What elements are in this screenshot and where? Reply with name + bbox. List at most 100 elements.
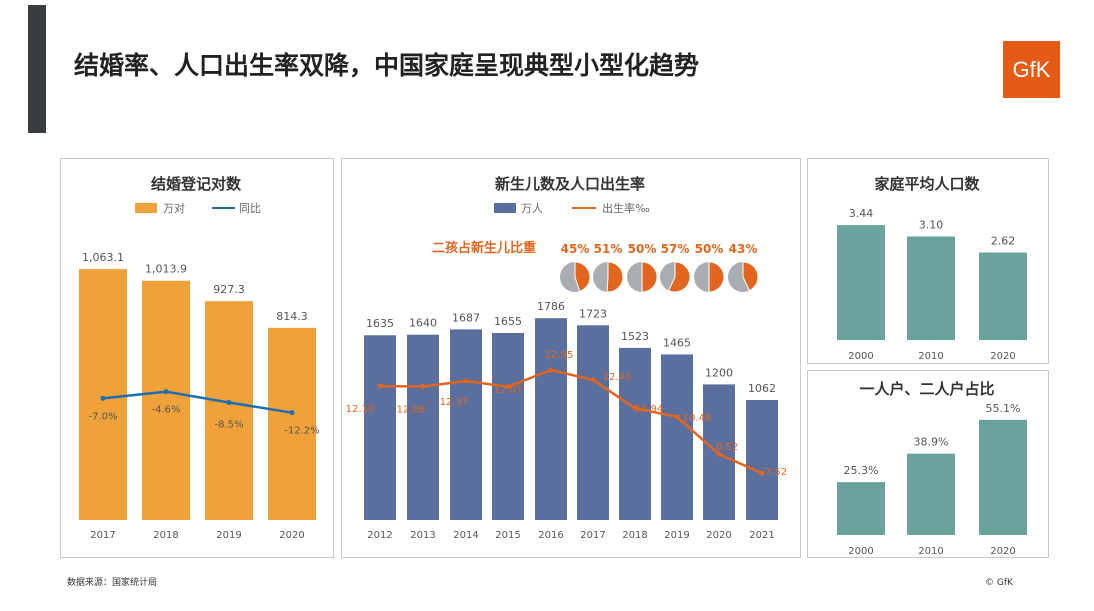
panel-marriage — [60, 158, 334, 558]
bar — [364, 335, 396, 520]
pie-slice — [667, 261, 691, 293]
birth-rate-label: 12.07 — [494, 385, 523, 396]
legend-swatch-bar — [135, 203, 157, 213]
bar — [661, 354, 693, 520]
panel-household-size — [807, 158, 1049, 364]
x-tick-label: 2020 — [706, 530, 731, 541]
birth-rate-point — [759, 470, 765, 476]
bar-value-label: 1,063.1 — [82, 251, 124, 264]
bar — [492, 332, 524, 520]
bar — [79, 269, 127, 520]
bar-value-label: 814.3 — [276, 310, 308, 323]
page-title: 结婚率、人口出生率双降，中国家庭呈现典型小型化趋势 — [74, 51, 700, 80]
birth-rate-label: 12.10 — [346, 404, 375, 415]
bar-value-label: 1200 — [705, 366, 733, 379]
x-tick-label: 2020 — [990, 546, 1015, 557]
x-tick-label: 2020 — [990, 351, 1015, 362]
accent-bar — [28, 5, 46, 133]
bar — [746, 399, 778, 520]
x-tick-label: 2018 — [153, 530, 178, 541]
birth-rate-label: 8.52 — [716, 442, 738, 453]
x-tick-label: 2013 — [410, 530, 435, 541]
legend-label: 万人 — [521, 202, 543, 215]
yoy-point — [289, 410, 295, 416]
birth-rate-label: 12.37 — [440, 397, 469, 408]
x-tick-label: 2019 — [216, 530, 241, 541]
yoy-label: -4.6% — [151, 405, 180, 416]
birth-rate-label: 7.52 — [765, 467, 787, 478]
bar-value-label: 1635 — [366, 317, 394, 330]
yoy-point — [226, 399, 232, 405]
birth-rate-label: 12.08 — [397, 405, 426, 416]
x-tick-label: 2017 — [90, 530, 115, 541]
bar — [619, 347, 651, 520]
bar-value-label: 1687 — [452, 311, 480, 324]
x-tick-label: 2000 — [848, 546, 873, 557]
birth-rate-label: 12.95 — [545, 350, 574, 361]
bar-value-label: 1786 — [537, 300, 565, 313]
x-tick-label: 2015 — [495, 530, 520, 541]
bar — [979, 419, 1027, 535]
bar-value-label: 1062 — [748, 382, 776, 395]
yoy-point — [163, 389, 169, 395]
x-tick-label: 2010 — [918, 351, 943, 362]
source-note: 数据来源：国家统计局 — [67, 578, 158, 588]
chart-title: 家庭平均人口数 — [874, 175, 980, 193]
birth-rate-point — [632, 405, 638, 411]
inset-title: 二孩占新生儿比重 — [432, 240, 536, 256]
legend-label: 出生率‰ — [602, 201, 650, 215]
bar-value-label: 3.44 — [849, 207, 874, 220]
bar-value-label: 1523 — [621, 330, 649, 343]
bar-value-label: 1723 — [579, 307, 607, 320]
chart-title: 一人户、二人户占比 — [859, 380, 994, 398]
bar — [907, 236, 955, 340]
bar-value-label: 38.9% — [914, 436, 949, 449]
share-label: 50% — [695, 242, 724, 256]
yoy-label: -8.5% — [214, 419, 243, 430]
x-tick-label: 2020 — [279, 530, 304, 541]
birth-rate-label: 12.43 — [603, 372, 632, 383]
yoy-point — [100, 395, 106, 401]
birth-rate-point — [716, 451, 722, 457]
bar-value-label: 927.3 — [213, 283, 245, 296]
bar — [142, 280, 190, 520]
bar — [907, 453, 955, 535]
pie-slice — [606, 261, 624, 293]
x-tick-label: 2021 — [749, 530, 774, 541]
chart-title: 结婚登记对数 — [151, 175, 242, 193]
panel-births — [341, 158, 801, 558]
x-tick-label: 2010 — [918, 546, 943, 557]
copyright: © GfK — [985, 578, 1013, 588]
legend-swatch-bar — [494, 203, 516, 213]
bar-value-label: 1,013.9 — [145, 263, 187, 276]
bar — [205, 301, 253, 520]
bar — [837, 482, 885, 535]
bar — [577, 325, 609, 520]
bar-value-label: 25.3% — [844, 464, 879, 477]
share-label: 57% — [661, 242, 690, 256]
x-tick-label: 2018 — [622, 530, 647, 541]
share-label: 51% — [594, 242, 623, 256]
legend-label: 万对 — [163, 201, 185, 215]
birth-rate-point — [377, 383, 383, 389]
birth-rate-point — [420, 384, 426, 390]
bar-value-label: 1655 — [494, 315, 522, 328]
bar-value-label: 1640 — [409, 317, 437, 330]
bar — [979, 252, 1027, 340]
yoy-line — [102, 390, 293, 414]
bar-value-label: 55.1% — [986, 402, 1021, 415]
birth-rate-point — [674, 414, 680, 420]
gfk-logo: GfK — [1003, 41, 1060, 98]
panel-small-households — [807, 370, 1049, 558]
birth-rate-label: 10.94 — [635, 404, 664, 415]
bar-value-label: 1465 — [663, 336, 691, 349]
bar — [407, 334, 439, 520]
share-label: 43% — [729, 242, 758, 256]
pie-slice — [641, 261, 658, 293]
x-tick-label: 2017 — [580, 530, 605, 541]
pie-slice — [574, 261, 591, 292]
birth-rate-point — [590, 377, 596, 383]
birth-rate-point — [505, 384, 511, 390]
birth-rate-line — [379, 368, 763, 475]
